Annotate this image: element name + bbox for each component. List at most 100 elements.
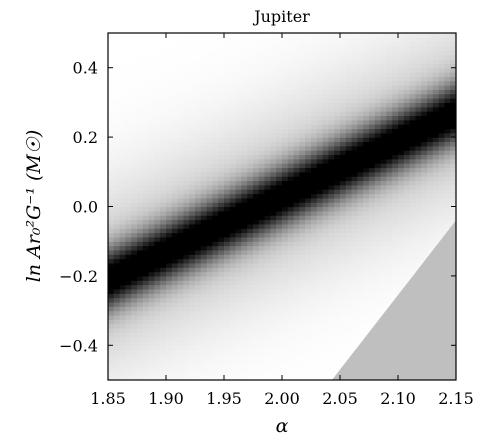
heatmap-cell (113, 158, 121, 164)
heatmap-cell (166, 59, 173, 64)
heatmap-cell (450, 180, 456, 186)
heatmap-cell (125, 254, 132, 260)
heatmap-cell (311, 85, 318, 90)
heatmap-cell (282, 254, 289, 260)
heatmap-cell (334, 288, 341, 294)
heatmap-cell (316, 202, 324, 208)
heatmap-cell (398, 193, 405, 199)
heatmap-cell (369, 297, 376, 303)
y-tick-label: −0.4 (59, 336, 98, 355)
heatmap-cell (287, 37, 295, 43)
heatmap-cell (195, 314, 202, 320)
heatmap-cell (137, 280, 144, 286)
heatmap-cell (166, 80, 173, 86)
heatmap-cell (427, 76, 434, 82)
heatmap-cell (131, 228, 138, 234)
heatmap-cell (154, 206, 161, 212)
heatmap-cell (345, 215, 353, 221)
heatmap-cell (253, 184, 260, 190)
heatmap-cell (229, 141, 237, 147)
heatmap-cell (189, 349, 196, 355)
heatmap-cell (305, 219, 312, 225)
heatmap-cell (224, 176, 231, 182)
heatmap-cell (264, 236, 271, 242)
heatmap-cell (218, 158, 225, 164)
heatmap-cell (311, 180, 318, 186)
heatmap-cell (212, 197, 219, 203)
heatmap-cell (183, 46, 190, 51)
heatmap-cell (206, 33, 213, 38)
heatmap-cell (119, 345, 126, 351)
heatmap-cell (421, 33, 428, 38)
heatmap-cell (195, 197, 202, 203)
heatmap-cell (432, 150, 440, 156)
heatmap-cell (351, 332, 358, 338)
heatmap-cell (218, 41, 225, 47)
heatmap-cell (229, 93, 237, 99)
heatmap-cell (438, 85, 445, 90)
heatmap-cell (183, 301, 190, 307)
heatmap-cell (108, 37, 115, 43)
heatmap-cell (218, 197, 225, 203)
heatmap-cell (171, 67, 179, 73)
heatmap-cell (345, 301, 353, 307)
heatmap-cell (148, 180, 155, 186)
heatmap-cell (142, 158, 150, 164)
heatmap-cell (177, 319, 184, 325)
heatmap-cell (374, 189, 382, 195)
heatmap-cell (137, 288, 144, 294)
heatmap-cell (160, 258, 167, 264)
heatmap-cell (334, 132, 341, 138)
heatmap-cell (253, 137, 260, 143)
heatmap-cell (160, 366, 167, 372)
heatmap-cell (276, 249, 283, 255)
heatmap-cell (108, 284, 115, 290)
heatmap-cell (247, 340, 254, 346)
heatmap-cell (166, 137, 173, 143)
heatmap-cell (258, 115, 266, 121)
heatmap-cell (351, 193, 358, 199)
heatmap-cell (218, 236, 225, 242)
heatmap-cell (258, 150, 266, 156)
heatmap-cell (340, 106, 347, 112)
heatmap-cell (160, 306, 167, 312)
heatmap-cell (171, 128, 179, 134)
heatmap-cell (229, 232, 237, 238)
heatmap-cell (113, 89, 121, 95)
heatmap-cell (177, 323, 184, 329)
heatmap-cell (345, 33, 353, 38)
heatmap-cell (363, 80, 370, 86)
heatmap-cell (392, 89, 399, 95)
heatmap-cell (264, 76, 271, 82)
heatmap-cell (276, 193, 283, 199)
heatmap-cell (253, 314, 260, 320)
heatmap-cell (369, 111, 376, 117)
heatmap-cell (403, 241, 411, 247)
heatmap-cell (345, 197, 353, 203)
heatmap-cell (229, 262, 237, 268)
heatmap-cell (113, 111, 121, 117)
heatmap-cell (206, 232, 213, 238)
heatmap-cell (131, 267, 138, 273)
heatmap-cell (166, 236, 173, 242)
heatmap-cell (282, 236, 289, 242)
heatmap-cell (450, 145, 456, 151)
heatmap-cell (328, 223, 335, 229)
heatmap-cell (171, 111, 179, 117)
heatmap-cell (235, 219, 242, 225)
heatmap-cell (235, 249, 242, 255)
heatmap-cell (270, 193, 277, 199)
heatmap-cell (235, 306, 242, 312)
heatmap-cell (113, 271, 121, 277)
heatmap-cell (299, 54, 306, 60)
heatmap-cell (189, 154, 196, 160)
heatmap-cell (247, 202, 254, 208)
heatmap-cell (276, 184, 283, 190)
heatmap-cell (398, 85, 405, 90)
heatmap-cell (154, 137, 161, 143)
heatmap-cell (403, 232, 411, 238)
heatmap-cell (183, 33, 190, 38)
heatmap-cell (311, 189, 318, 195)
heatmap-cell (235, 76, 242, 82)
heatmap-cell (328, 293, 335, 299)
